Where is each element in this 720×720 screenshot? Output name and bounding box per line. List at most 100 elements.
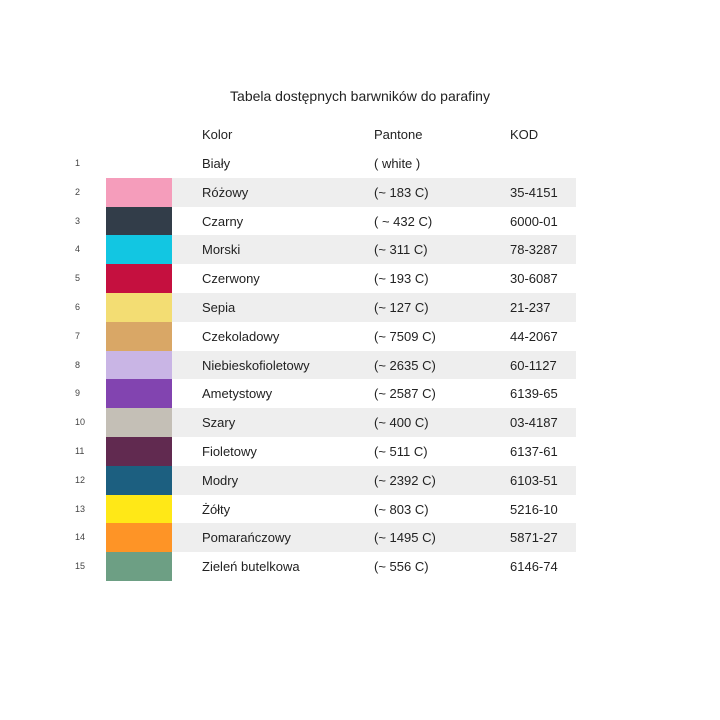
color-name: Czerwony: [202, 271, 260, 287]
row-number: 8: [75, 359, 81, 370]
color-name: Zieleń butelkowa: [202, 559, 300, 575]
row-number: 5: [75, 273, 81, 284]
color-name: Biały: [202, 156, 231, 171]
color-code: 03-4187: [510, 415, 558, 431]
color-code: 78-3287: [510, 242, 558, 258]
table-row: 6 Sepia (~ 127 C) 21-237: [66, 292, 576, 322]
color-code: 30-6087: [510, 271, 558, 287]
row-background: [106, 465, 576, 495]
pantone-value: ( white ): [374, 156, 421, 171]
row-number: 6: [75, 301, 81, 312]
pantone-value: (~ 193 C): [374, 271, 429, 287]
row-number: 14: [75, 532, 86, 543]
pantone-value: (~ 803 C): [374, 501, 429, 517]
table-row: 1 Biały ( white ): [66, 149, 576, 178]
page-title: Tabela dostępnych barwników do parafiny: [230, 88, 490, 104]
row-background: [106, 523, 576, 553]
pantone-value: (~ 511 C): [374, 443, 428, 459]
color-name: Ametystowy: [202, 386, 273, 402]
pantone-value: (~ 127 C): [374, 299, 429, 315]
table-row: 13 Żółty (~ 803 C) 5216-10: [66, 494, 576, 524]
color-swatch: [106, 264, 172, 293]
color-swatch: [106, 235, 172, 265]
color-name: Modry: [202, 472, 239, 488]
table-row: 3 Czarny ( ~ 432 C) 6000-01: [66, 206, 576, 236]
color-swatch: [106, 206, 172, 236]
color-swatch: [106, 149, 172, 178]
color-code: 6137-61: [510, 443, 558, 459]
color-code: 5871-27: [510, 530, 558, 546]
pantone-value: (~ 2635 C): [374, 357, 436, 373]
color-swatch: [106, 552, 172, 581]
pantone-value: (~ 556 C): [374, 559, 429, 575]
table-header: Kolor Pantone KOD: [66, 120, 576, 149]
table-row: 7 Czekoladowy (~ 7509 C) 44-2067: [66, 321, 576, 351]
pantone-value: (~ 7509 C): [374, 328, 436, 344]
table-row: 15 Zieleń butelkowa (~ 556 C) 6146-74: [66, 552, 576, 581]
row-number: 13: [75, 503, 86, 514]
pantone-value: ( ~ 432 C): [374, 213, 433, 229]
pantone-value: (~ 311 C): [374, 242, 428, 258]
color-swatch: [106, 465, 172, 495]
row-number: 12: [75, 474, 86, 485]
row-number: 4: [75, 244, 81, 255]
row-number: 7: [75, 330, 81, 341]
row-number: 9: [75, 388, 81, 399]
color-name: Morski: [202, 242, 241, 258]
row-background: [106, 235, 576, 265]
row-background: [106, 408, 576, 437]
table-row: 4 Morski (~ 311 C) 78-3287: [66, 235, 576, 265]
color-swatch: [106, 379, 172, 409]
pantone-value: (~ 1495 C): [374, 530, 436, 546]
color-swatch: [106, 408, 172, 437]
color-table: Kolor Pantone KOD 1 Biały ( white ) 2 Różowy…: [66, 120, 576, 581]
table-row: 8 Niebieskofioletowy (~ 2635 C) 60-1127: [66, 350, 576, 380]
color-code: 21-237: [510, 299, 551, 315]
color-code: 35-4151: [510, 184, 558, 200]
row-number: 1: [75, 158, 81, 168]
color-swatch: [106, 177, 172, 207]
row-background: [106, 177, 576, 207]
pantone-value: (~ 400 C): [374, 415, 429, 431]
color-name: Szary: [202, 415, 236, 431]
table-row: 10 Szary (~ 400 C) 03-4187: [66, 408, 576, 437]
table-row: 5 Czerwony (~ 193 C) 30-6087: [66, 264, 576, 293]
color-name: Niebieskofioletowy: [202, 357, 310, 373]
color-name: Żółty: [202, 501, 231, 517]
color-name: Fioletowy: [202, 443, 257, 459]
color-name: Czekoladowy: [202, 328, 280, 344]
row-background: [106, 350, 576, 380]
color-code: 6000-01: [510, 213, 558, 229]
color-code: 44-2067: [510, 328, 558, 344]
row-number: 3: [75, 215, 81, 226]
table-row: 2 Różowy (~ 183 C) 35-4151: [66, 177, 576, 207]
header-pantone: Pantone: [374, 127, 423, 142]
row-number: 11: [75, 445, 85, 456]
row-number: 10: [75, 417, 86, 428]
color-code: 6139-65: [510, 386, 558, 402]
color-swatch: [106, 292, 172, 322]
color-swatch: [106, 523, 172, 553]
table-row: 9 Ametystowy (~ 2587 C) 6139-65: [66, 379, 576, 409]
row-background: [106, 292, 576, 322]
header-kod: KOD: [510, 127, 539, 142]
color-swatch: [106, 321, 172, 351]
table-row: 11 Fioletowy (~ 511 C) 6137-61: [66, 436, 576, 466]
table-body: 1 Biały ( white ) 2 Różowy (~ 183 C) 35-4151 3 C…: [66, 149, 576, 581]
table-row: 12 Modry (~ 2392 C) 6103-51: [66, 465, 576, 495]
row-number: 2: [75, 186, 81, 197]
color-code: 6146-74: [510, 559, 558, 575]
color-name: Czarny: [202, 213, 244, 229]
color-name: Pomarańczowy: [202, 530, 291, 546]
pantone-value: (~ 2392 C): [374, 472, 436, 488]
color-code: 5216-10: [510, 501, 558, 517]
color-code: 6103-51: [510, 472, 558, 488]
color-code: 60-1127: [510, 357, 557, 373]
table-row: 14 Pomarańczowy (~ 1495 C) 5871-27: [66, 523, 576, 553]
header-kolor: Kolor: [202, 127, 233, 142]
color-name: Różowy: [202, 184, 249, 200]
pantone-value: (~ 2587 C): [374, 386, 436, 402]
pantone-value: (~ 183 C): [374, 184, 429, 200]
color-swatch: [106, 494, 172, 524]
color-swatch: [106, 436, 172, 466]
